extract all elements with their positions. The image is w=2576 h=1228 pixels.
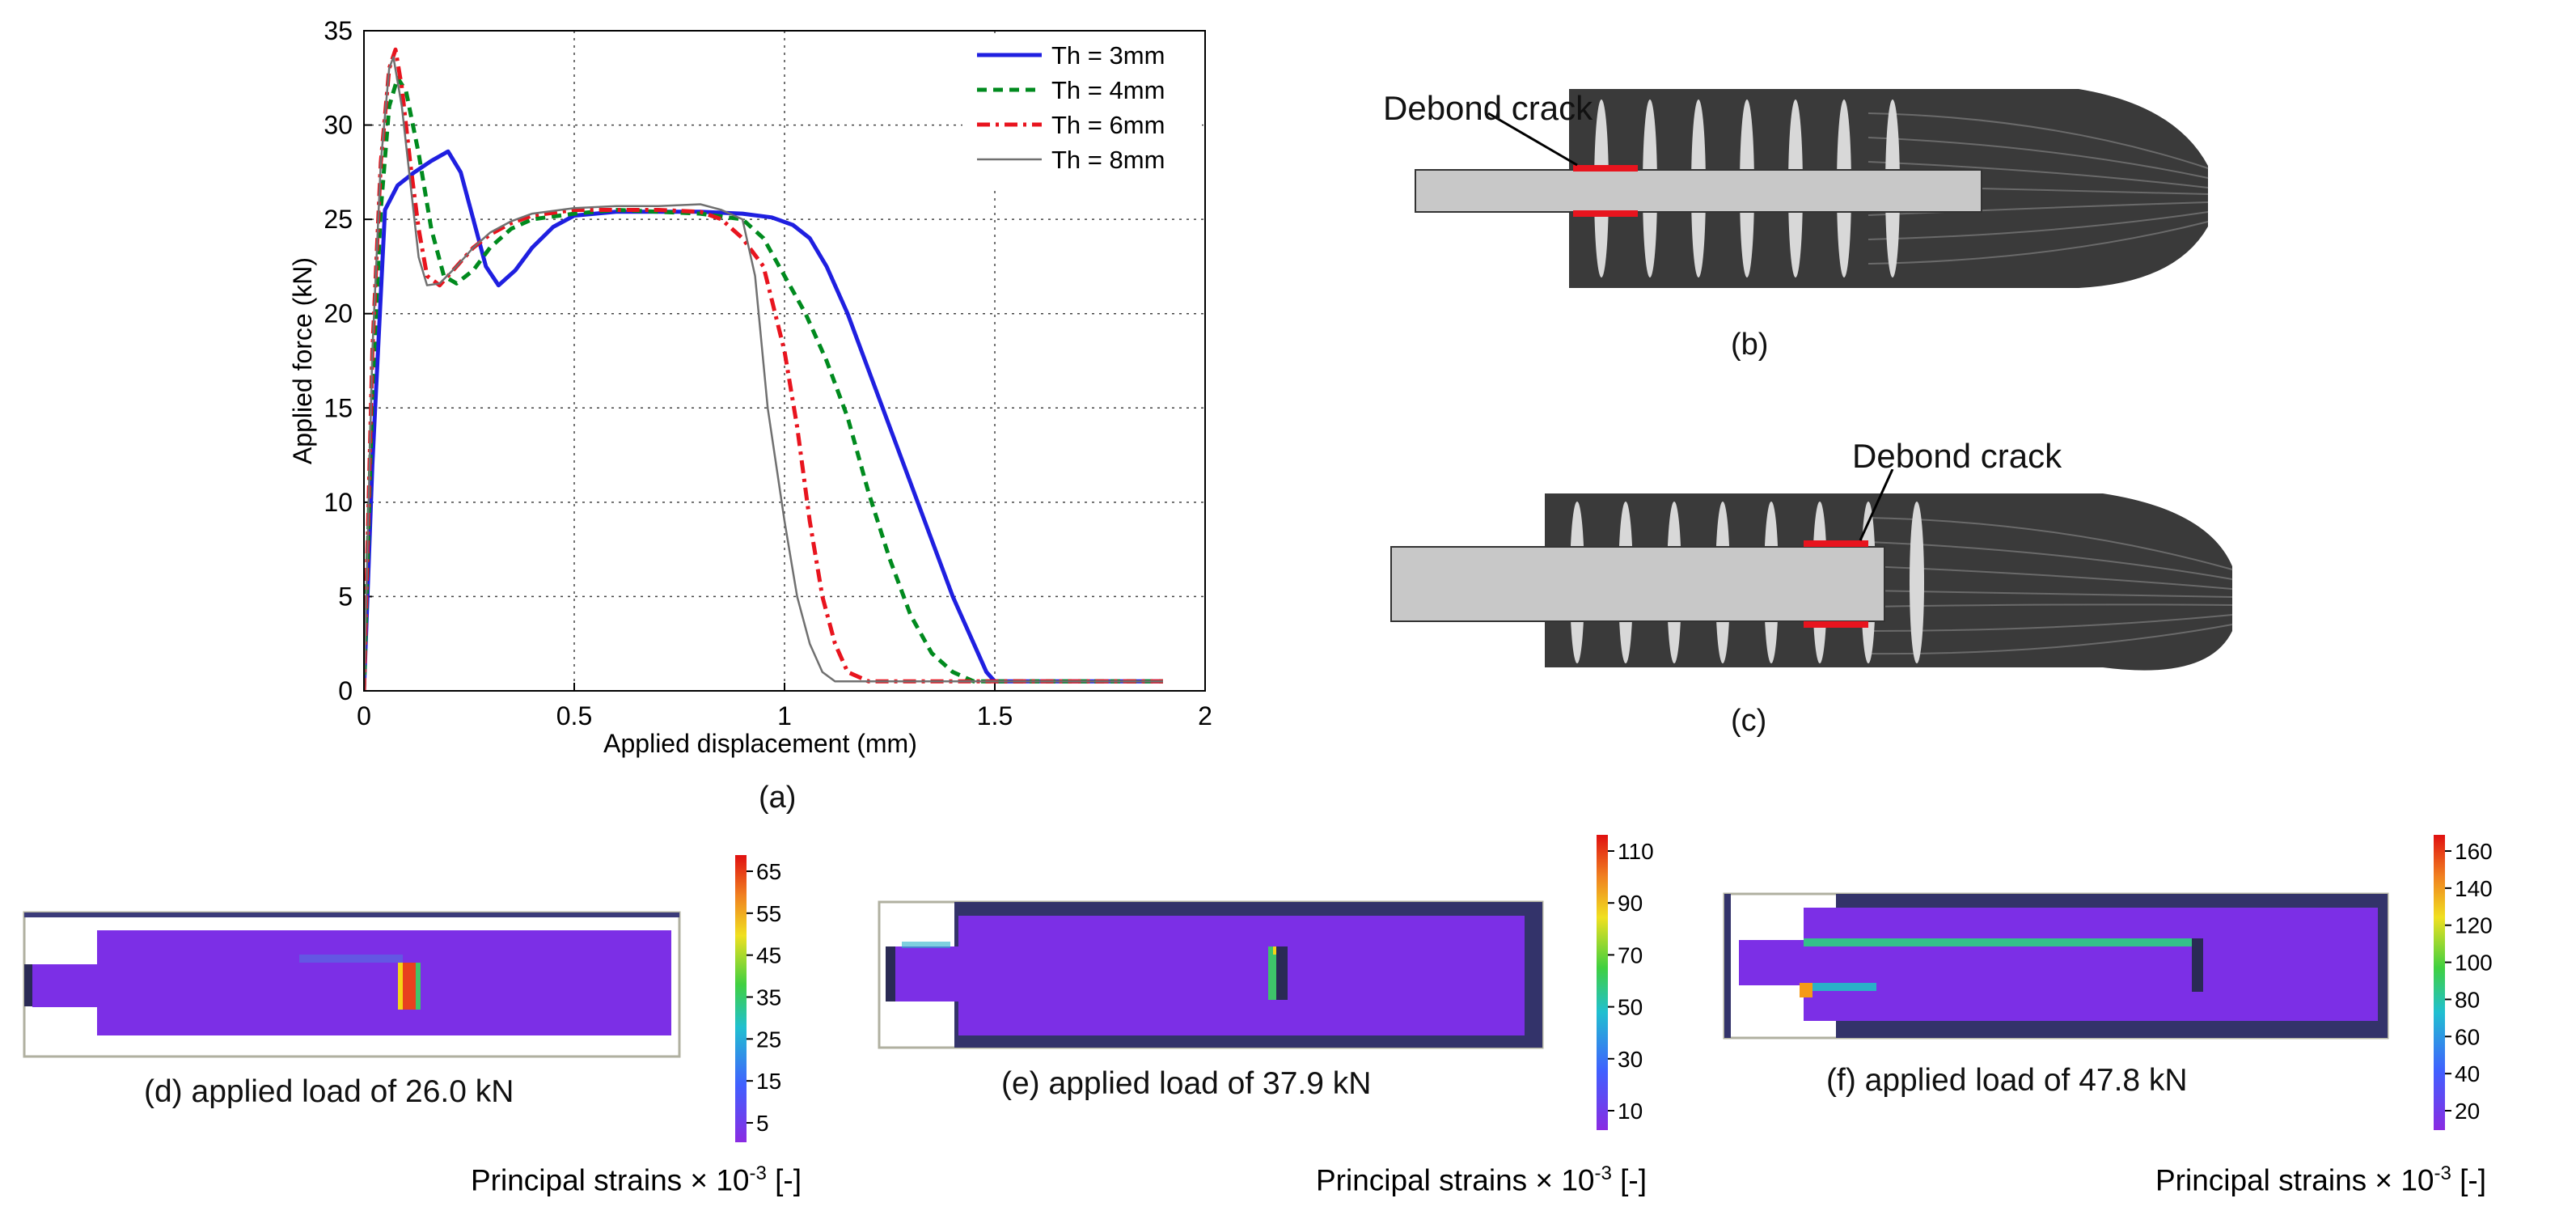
strain-label-unit: [-] — [1611, 1163, 1647, 1197]
strain-label-unit: [-] — [766, 1163, 802, 1197]
strain-label-d: Principal strains × 10-3 [-] — [471, 1162, 802, 1197]
strain-label-f: Principal strains × 10-3 [-] — [2155, 1162, 2486, 1197]
x-tick-label: 1 — [777, 701, 792, 730]
y-tick-label: 5 — [338, 582, 353, 611]
colorbar-label: 5 — [756, 1111, 769, 1136]
colorbar-label: 15 — [756, 1069, 781, 1094]
strain-field-e — [878, 900, 1544, 1049]
debond-arrow — [1859, 469, 1894, 541]
strain-hotspot — [1804, 938, 2192, 946]
fiber-lines — [1867, 112, 2209, 265]
legend-label: Th = 3mm — [1051, 41, 1165, 70]
y-axis-label: Applied force (kN) — [288, 257, 317, 464]
colorbar-label: 20 — [2455, 1099, 2480, 1124]
colorbar-f: 160 140 120 100 80 60 40 20 — [2434, 835, 2493, 1130]
caption-a: (a) — [759, 781, 797, 815]
strain-body — [1739, 908, 2378, 1021]
schematic-b — [1415, 89, 2209, 288]
colorbar-label: 110 — [1618, 839, 1654, 864]
y-tick-label: 30 — [324, 111, 353, 140]
colorbar-label: 90 — [1618, 891, 1643, 916]
colorbar-d: 65 55 45 35 25 15 5 — [735, 855, 781, 1142]
metal-insert — [1415, 169, 1982, 213]
series-lines — [364, 47, 1163, 691]
caption-e: (e) applied load of 37.9 kN — [1001, 1066, 1372, 1101]
caption-c: (c) — [1731, 704, 1767, 738]
x-ticks: 0 0.5 1 1.5 2 — [357, 683, 1212, 730]
colorbar-label: 35 — [756, 985, 781, 1010]
strain-body — [895, 916, 1525, 1035]
colorbar-label: 30 — [1618, 1047, 1643, 1072]
colorbar-label: 100 — [2455, 951, 2493, 976]
colorbar-label: 80 — [2455, 987, 2480, 1012]
legend-label: Th = 6mm — [1051, 111, 1165, 139]
caption-f: (f) applied load of 47.8 kN — [1826, 1063, 2188, 1098]
colorbar-label: 55 — [756, 901, 781, 926]
strain-hotspot — [403, 963, 416, 1010]
x-tick-label: 0 — [357, 701, 371, 730]
plot-frame — [363, 30, 1206, 692]
debond-label-c: Debond crack — [1852, 437, 2062, 475]
y-tick-label: 15 — [324, 393, 353, 422]
x-tick-label: 1.5 — [977, 701, 1013, 730]
y-ticks: 0 5 10 15 20 25 30 35 — [324, 16, 372, 705]
series-line-th-3mm — [364, 149, 1163, 691]
strain-label-unit: [-] — [2451, 1163, 2486, 1197]
x-tick-label: 2 — [1198, 701, 1212, 730]
colorbar-label: 120 — [2455, 913, 2493, 938]
legend-label: Th = 8mm — [1051, 146, 1165, 174]
colorbar-e: 110 90 70 50 30 10 — [1597, 835, 1654, 1130]
series-line-th-6mm — [364, 47, 1163, 691]
legend-label: Th = 4mm — [1051, 76, 1165, 104]
colorbar-label: 65 — [756, 859, 781, 884]
x-tick-label: 0.5 — [556, 701, 592, 730]
strain-label-text: Principal strains × 10 — [471, 1163, 750, 1197]
colorbar-label: 40 — [2455, 1061, 2480, 1086]
force-displacement-chart: 0 0.5 1 1.5 2 0 5 10 15 20 25 30 35 Applied displac… — [288, 16, 1212, 758]
colorbar-label: 10 — [1618, 1099, 1643, 1124]
strain-label-exp: -3 — [1594, 1162, 1612, 1184]
colorbar-label: 45 — [756, 943, 781, 968]
caption-d: (d) applied load of 26.0 kN — [144, 1074, 514, 1109]
crack-marks — [1573, 165, 1638, 217]
strain-body — [32, 930, 671, 1035]
series-line-th-8mm — [364, 56, 1163, 691]
metal-insert — [1390, 546, 1885, 622]
strain-label-exp: -3 — [2434, 1162, 2451, 1184]
colorbar-label: 25 — [756, 1027, 781, 1052]
y-tick-label: 20 — [324, 299, 353, 328]
y-tick-label: 10 — [324, 488, 353, 517]
debond-arrow — [1487, 112, 1578, 167]
strain-label-exp: -3 — [749, 1162, 767, 1184]
strain-field-d — [23, 911, 681, 1058]
y-tick-label: 35 — [324, 16, 353, 45]
legend-box — [962, 34, 1202, 188]
y-tick-label: 25 — [324, 205, 353, 234]
debond-label-b: Debond crack — [1383, 89, 1593, 127]
caption-b: (b) — [1731, 328, 1769, 362]
colorbar-label: 60 — [2455, 1024, 2480, 1049]
colorbar-label: 70 — [1618, 942, 1643, 968]
colorbar-label: 50 — [1618, 995, 1643, 1020]
strain-label-e: Principal strains × 10-3 [-] — [1316, 1162, 1647, 1197]
legend: Th = 3mm Th = 4mm Th = 6mm Th = 8mm — [962, 34, 1202, 188]
colorbar-label: 140 — [2455, 876, 2493, 901]
colorbar-label: 160 — [2455, 839, 2493, 864]
schematic-c — [1390, 469, 2233, 671]
y-tick-label: 0 — [338, 676, 353, 705]
strain-label-text: Principal strains × 10 — [2155, 1163, 2434, 1197]
strain-field-f — [1723, 892, 2389, 1040]
strain-label-text: Principal strains × 10 — [1316, 1163, 1595, 1197]
crack-marks — [1804, 540, 1868, 628]
x-axis-label: Applied displacement (mm) — [603, 729, 917, 758]
strain-hotspot — [1268, 946, 1276, 1000]
